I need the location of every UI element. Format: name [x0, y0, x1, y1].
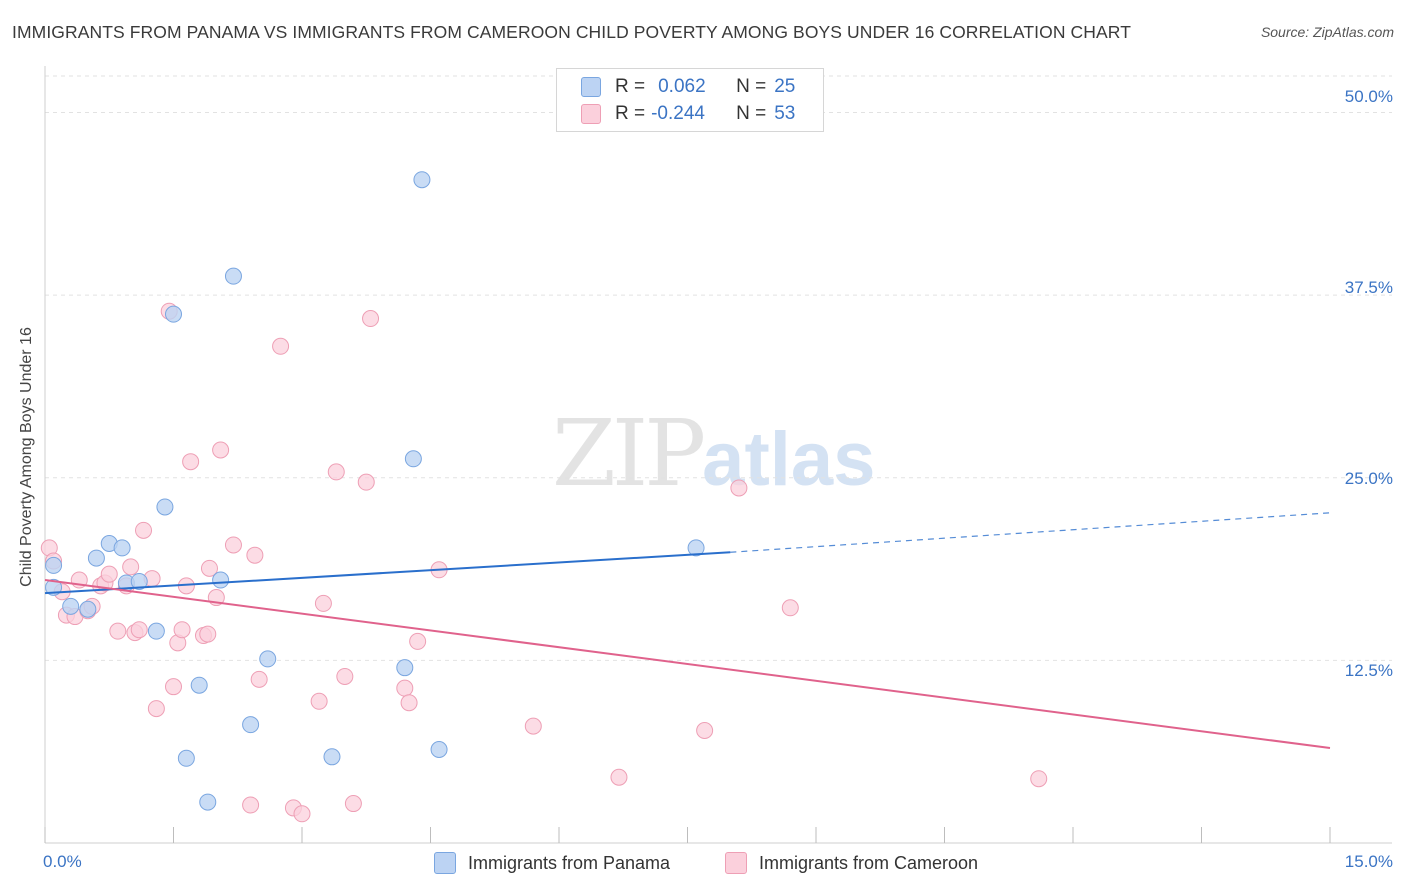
panama-point: [413, 171, 431, 189]
cameroon-point: [200, 559, 218, 577]
watermark: ZIPatlas: [552, 400, 875, 507]
cameroon-point: [109, 622, 127, 640]
watermark-zip: ZIP: [552, 400, 706, 507]
cameroon-point: [696, 722, 714, 740]
panama-point: [224, 267, 242, 285]
cameroon-point: [336, 667, 354, 685]
legend-row-panama: R = 0.062 N = 25: [581, 74, 795, 100]
cameroon-point: [147, 700, 165, 718]
cameroon-point: [100, 565, 118, 583]
panama-point: [87, 549, 105, 567]
legend-label-panama: Immigrants from Panama: [468, 852, 671, 873]
cameroon-point: [242, 796, 260, 814]
cameroon-point: [293, 805, 311, 823]
cameroon-point: [357, 473, 375, 491]
y-tick-label-12-5: 12.5%: [1344, 661, 1393, 680]
cameroon-point: [314, 594, 332, 612]
cameroon-point: [362, 310, 380, 328]
legend-item-panama: Immigrants from Panama: [434, 852, 670, 874]
cameroon-point: [310, 692, 328, 710]
cameroon-point: [610, 768, 628, 786]
panama-point: [323, 748, 341, 766]
panama-point: [199, 793, 217, 811]
cameroon-point: [165, 678, 182, 696]
cameroon-point: [1030, 770, 1048, 788]
cameroon-point: [327, 463, 345, 481]
correlation-legend: R = 0.062 N = 25 R = -0.244 N = 53: [556, 68, 824, 132]
source-label: Source: ZipAtlas.com: [1260, 24, 1394, 40]
panama-point: [396, 659, 414, 677]
n-label: N =: [736, 76, 767, 97]
cameroon-legend-swatch: [725, 852, 747, 874]
legend-label-cameroon: Immigrants from Cameroon: [759, 852, 979, 873]
n-value: 53: [774, 103, 796, 124]
cameroon-point: [524, 717, 542, 735]
panama-point: [62, 597, 80, 615]
panama-point: [430, 740, 448, 758]
n-value: 25: [774, 76, 796, 97]
y-tick-label-37-5: 37.5%: [1344, 278, 1393, 297]
panama-point: [45, 578, 63, 596]
cameroon-point: [344, 795, 362, 813]
cameroon-point: [135, 521, 153, 539]
panama-point: [259, 650, 277, 668]
legend-row-cameroon: R = -0.244 N = 53: [581, 101, 795, 127]
cameroon-point: [781, 599, 799, 617]
cameroon-point: [122, 558, 140, 576]
panama-point: [177, 749, 195, 767]
cameroon-point: [272, 337, 290, 355]
cameroon-trend-line: [44, 579, 1331, 750]
panama-swatch: [581, 77, 601, 97]
x-tick-label-max: 15.0%: [1344, 852, 1393, 871]
panama-point: [156, 498, 174, 516]
panama-trend-extension: [730, 512, 1331, 553]
y-tick-label-25: 25.0%: [1344, 469, 1393, 488]
cameroon-point: [130, 621, 148, 639]
panama-point: [79, 600, 97, 618]
r-label: R =: [615, 76, 646, 97]
panama-point: [45, 556, 63, 574]
panama-point: [113, 539, 131, 557]
cameroon-point: [730, 479, 748, 497]
chart-title: IMMIGRANTS FROM PANAMA VS IMMIGRANTS FRO…: [12, 22, 1131, 42]
x-tick-label-min: 0.0%: [43, 852, 82, 871]
cameroon-point: [400, 694, 418, 712]
panama-point: [404, 450, 422, 468]
panama-point: [130, 572, 148, 590]
cameroon-swatch: [581, 104, 601, 124]
r-value: -0.244: [651, 103, 705, 124]
panama-point: [687, 539, 705, 557]
cameroon-point: [224, 536, 242, 554]
cameroon-point: [246, 546, 264, 564]
cameroon-point: [212, 441, 230, 459]
y-tick-label-50: 50.0%: [1344, 87, 1393, 106]
r-value: 0.062: [658, 76, 706, 97]
cameroon-point: [182, 453, 200, 471]
cameroon-point: [250, 670, 268, 688]
panama-point: [165, 305, 182, 323]
legend-item-cameroon: Immigrants from Cameroon: [725, 852, 978, 874]
cameroon-point: [409, 632, 427, 650]
series-legend: Immigrants from Panama Immigrants from C…: [0, 852, 1406, 878]
cameroon-point: [173, 621, 191, 639]
panama-point: [190, 676, 208, 694]
panama-legend-swatch: [434, 852, 456, 874]
y-axis-label: Child Poverty Among Boys Under 16: [18, 327, 35, 587]
n-label: N =: [736, 103, 767, 124]
r-label: R =: [615, 103, 646, 124]
cameroon-point: [199, 625, 217, 643]
cameroon-point: [396, 679, 414, 697]
panama-trend-line: [44, 551, 731, 595]
panama-point: [147, 622, 165, 640]
panama-point: [212, 571, 230, 589]
panama-point: [242, 716, 260, 734]
